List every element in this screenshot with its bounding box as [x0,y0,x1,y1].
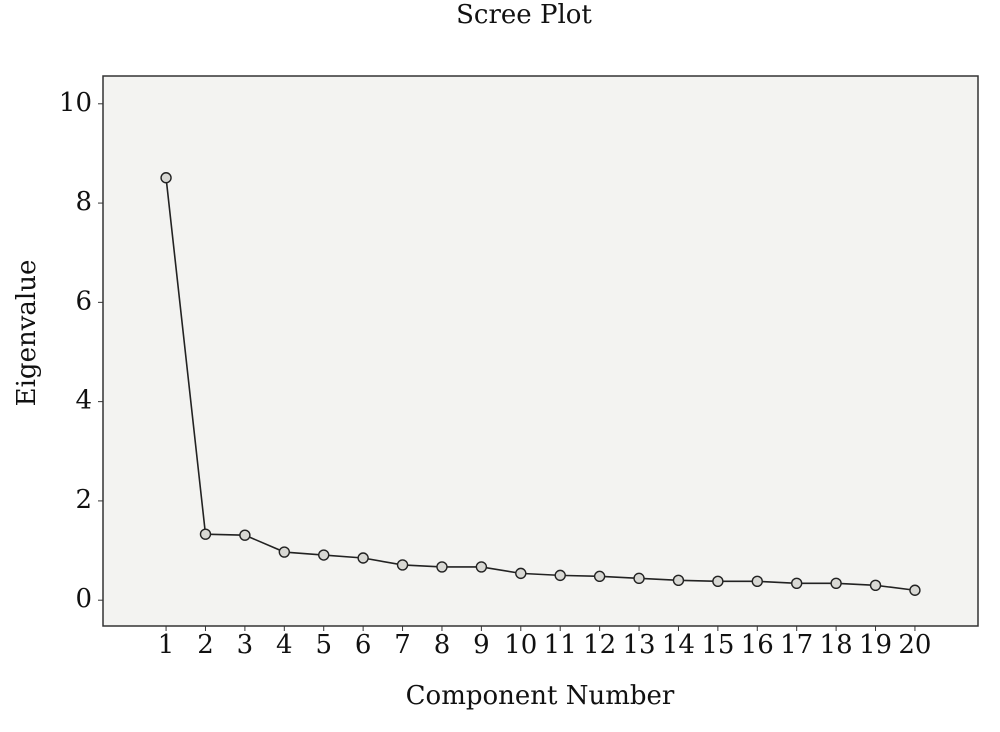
x-tick-label: 3 [237,630,254,660]
x-tick-label: 17 [780,630,813,660]
data-point [909,584,921,596]
x-tick-label: 6 [355,630,372,660]
x-axis-label: Component Number [406,681,675,711]
x-tick-label: 5 [315,630,332,660]
x-tick-label: 2 [197,630,214,660]
x-tick-label: 1 [158,630,175,660]
chart-title: Scree Plot [456,0,592,30]
data-point [436,561,448,573]
x-tick-label: 20 [898,630,931,660]
data-point [357,552,369,564]
x-tick-label: 13 [622,630,655,660]
y-tick-label: 8 [75,187,92,217]
data-point [554,569,566,582]
x-tick-label: 16 [741,630,774,660]
x-tick-label: 18 [820,630,853,660]
data-point [475,561,488,573]
x-tick-label: 11 [544,630,577,660]
y-tick-label: 4 [75,386,92,416]
y-tick-label: 6 [75,286,92,316]
x-tick-label: 7 [394,630,411,660]
x-tick-label: 9 [473,630,490,660]
series-line [165,177,916,592]
x-tick-label: 15 [701,630,734,660]
data-point [239,529,251,541]
y-tick-label: 0 [75,584,92,614]
data-point [712,575,724,588]
y-tick-label: 2 [75,485,92,515]
data-point [199,528,212,540]
data-point [830,577,842,590]
data-point [633,572,645,585]
x-tick-label: 4 [276,630,293,660]
data-point [869,579,882,591]
y-tick-label: 10 [59,88,92,118]
x-tick-label: 12 [583,630,616,660]
data-point [396,559,409,571]
data-point [160,172,172,184]
data-point [278,546,291,558]
data-point [515,567,527,580]
data-point [593,570,606,583]
data-point [790,577,803,590]
data-point [318,549,330,561]
x-tick-label: 14 [662,630,695,660]
x-tick-label: 8 [434,630,451,660]
x-tick-label: 19 [859,630,892,660]
plot-area [102,75,979,627]
y-axis-label: Eigenvalue [12,260,42,407]
data-point [751,575,763,588]
data-point [672,574,685,587]
x-tick-label: 10 [504,630,537,660]
